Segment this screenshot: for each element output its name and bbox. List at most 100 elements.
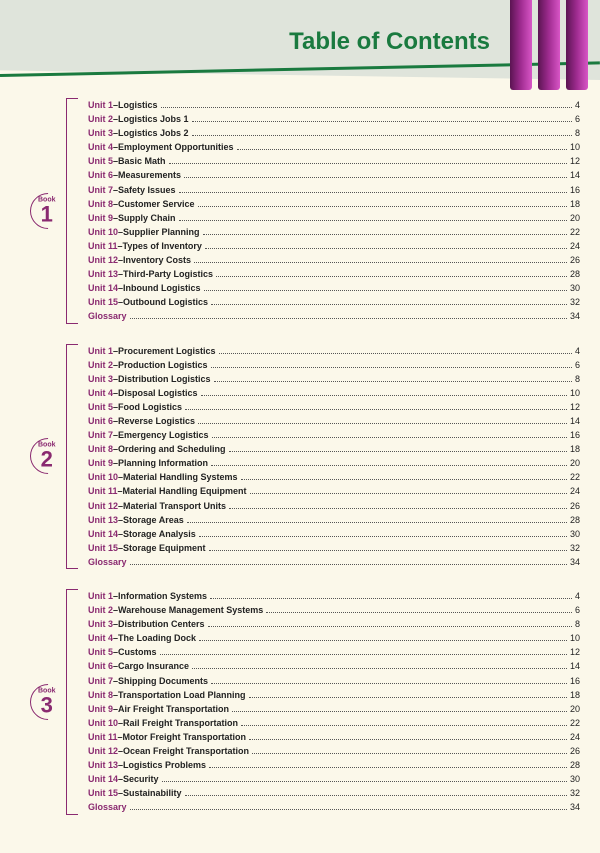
unit-title: Storage Areas (123, 513, 184, 527)
toc-row: Unit 15 – Storage Equipment32 (88, 541, 580, 555)
toc-row: Unit 5 – Customs12 (88, 645, 580, 659)
page-number: 12 (570, 400, 580, 414)
toc-row: Unit 8 – Ordering and Scheduling18 (88, 442, 580, 456)
toc-row: Unit 8 – Customer Service18 (88, 197, 580, 211)
page-number: 16 (570, 674, 580, 688)
unit-label: Unit 8 (88, 688, 113, 702)
unit-title: Basic Math (118, 154, 166, 168)
unit-title: Information Systems (118, 589, 207, 603)
page-number: 28 (570, 513, 580, 527)
unit-title: Customer Service (118, 197, 195, 211)
toc-row: Unit 4 – Disposal Logistics10 (88, 386, 580, 400)
book-units: Unit 1 – Logistics4Unit 2 – Logistics Jo… (88, 98, 580, 324)
page-number: 30 (570, 281, 580, 295)
book-block-3: Book3 Unit 1 – Information Systems4Unit 2… (40, 589, 580, 815)
page-number: 12 (570, 645, 580, 659)
book-block-2: Book2Unit 1 – Procurement Logistics4Unit… (40, 344, 580, 570)
page-number: 22 (570, 716, 580, 730)
toc-row: Unit 11 – Types of Inventory24 (88, 239, 580, 253)
toc-leader-dots (130, 564, 567, 565)
page-number: 24 (570, 484, 580, 498)
page-number: 6 (575, 603, 580, 617)
toc-row: Unit 13 – Storage Areas28 (88, 513, 580, 527)
unit-title: Disposal Logistics (118, 386, 198, 400)
toc-row: Unit 2 – Logistics Jobs 16 (88, 112, 580, 126)
unit-label: Unit 6 (88, 414, 113, 428)
unit-label: Glossary (88, 309, 127, 323)
unit-label: Unit 5 (88, 400, 113, 414)
toc-leader-dots (194, 262, 567, 263)
unit-title: Inventory Costs (123, 253, 191, 267)
toc-row: Unit 4 – Employment Opportunities10 (88, 140, 580, 154)
toc-leader-dots (198, 423, 567, 424)
unit-title: Distribution Centers (118, 617, 205, 631)
book-label: Book1 (38, 196, 56, 225)
unit-title: Motor Freight Transportation (123, 730, 247, 744)
page-number: 22 (570, 225, 580, 239)
unit-label: Unit 4 (88, 140, 113, 154)
unit-title: Warehouse Management Systems (118, 603, 263, 617)
toc-leader-dots (185, 409, 567, 410)
toc-row: Unit 12 – Inventory Costs26 (88, 253, 580, 267)
page-number: 4 (575, 344, 580, 358)
toc-leader-dots (249, 739, 567, 740)
page-number: 14 (570, 659, 580, 673)
toc-leader-dots (208, 626, 572, 627)
page-number: 20 (570, 702, 580, 716)
toc-leader-dots (219, 353, 572, 354)
book-block-1: Book1 Unit 1 – Logistics4Unit 2 – Logisti… (40, 98, 580, 324)
toc-row: Unit 3 – Distribution Centers8 (88, 617, 580, 631)
toc-row: Unit 12 – Ocean Freight Transportation26 (88, 744, 580, 758)
page-number: 26 (570, 499, 580, 513)
unit-title: Measurements (118, 168, 181, 182)
toc-row: Unit 10 – Rail Freight Transportation22 (88, 716, 580, 730)
toc-row: Unit 9 – Supply Chain20 (88, 211, 580, 225)
toc-leader-dots (229, 451, 567, 452)
page-number: 20 (570, 456, 580, 470)
unit-label: Unit 9 (88, 456, 113, 470)
toc-row: Unit 7 – Safety Issues16 (88, 183, 580, 197)
toc-row: Glossary34 (88, 800, 580, 814)
toc-leader-dots (250, 493, 567, 494)
unit-title: Third-Party Logistics (123, 267, 213, 281)
unit-label: Unit 14 (88, 527, 118, 541)
page-number: 30 (570, 527, 580, 541)
page-number: 8 (575, 126, 580, 140)
toc-row: Unit 12 – Material Transport Units26 (88, 499, 580, 513)
book-units: Unit 1 – Information Systems4Unit 2 – Wa… (88, 589, 580, 815)
unit-title: Customs (118, 645, 157, 659)
toc-row: Unit 3 – Logistics Jobs 28 (88, 126, 580, 140)
toc-leader-dots (130, 809, 567, 810)
unit-title: Logistics (118, 98, 158, 112)
page-number: 10 (570, 386, 580, 400)
toc-leader-dots (199, 640, 567, 641)
unit-label: Unit 11 (88, 730, 118, 744)
toc-leader-dots (203, 234, 567, 235)
unit-label: Unit 2 (88, 603, 113, 617)
book-bracket (66, 98, 78, 324)
toc-row: Unit 14 – Storage Analysis30 (88, 527, 580, 541)
unit-label: Unit 10 (88, 225, 118, 239)
book-bracket (66, 344, 78, 570)
toc-leader-dots (205, 248, 567, 249)
toc-leader-dots (161, 107, 572, 108)
book-number: 1 (38, 203, 56, 225)
book-label: Book3 (38, 687, 56, 716)
toc-leader-dots (204, 290, 567, 291)
toc-leader-dots (192, 135, 572, 136)
toc-row: Unit 1 – Procurement Logistics4 (88, 344, 580, 358)
page-number: 10 (570, 140, 580, 154)
unit-title: Distribution Logistics (118, 372, 211, 386)
toc-row: Unit 15 – Outbound Logistics32 (88, 295, 580, 309)
page-number: 26 (570, 744, 580, 758)
toc-row: Unit 2 – Production Logistics6 (88, 358, 580, 372)
page-number: 6 (575, 112, 580, 126)
unit-title: Material Handling Systems (123, 470, 238, 484)
bar-2 (538, 0, 560, 90)
unit-label: Glossary (88, 555, 127, 569)
toc-leader-dots (216, 276, 567, 277)
unit-title: Procurement Logistics (118, 344, 216, 358)
unit-label: Unit 3 (88, 617, 113, 631)
bar-1 (510, 0, 532, 90)
toc-leader-dots (130, 318, 567, 319)
